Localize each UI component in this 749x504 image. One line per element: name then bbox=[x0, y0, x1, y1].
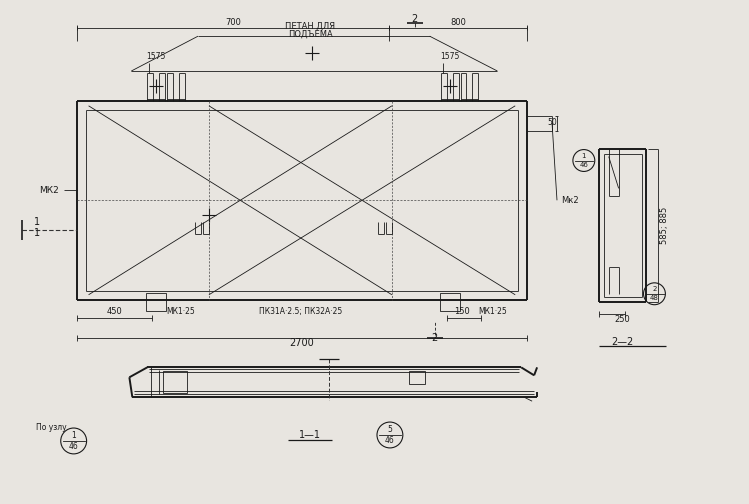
Text: Мк2: Мк2 bbox=[561, 196, 578, 205]
Bar bbox=[163, 371, 187, 393]
Text: 1: 1 bbox=[71, 431, 76, 440]
Text: 1: 1 bbox=[34, 228, 40, 238]
Text: ПК31А·2.5; ПК32А·25: ПК31А·2.5; ПК32А·25 bbox=[259, 307, 342, 316]
Text: 1575: 1575 bbox=[440, 51, 459, 60]
Text: 48: 48 bbox=[650, 295, 659, 301]
Text: По узлу: По узлу bbox=[37, 422, 67, 431]
Text: 450: 450 bbox=[106, 307, 122, 316]
Bar bbox=[146, 293, 166, 310]
Text: 700: 700 bbox=[225, 18, 240, 27]
Text: 50: 50 bbox=[547, 118, 557, 127]
Text: 1575: 1575 bbox=[147, 51, 166, 60]
Text: МК1·25: МК1·25 bbox=[167, 307, 195, 316]
Text: 5: 5 bbox=[387, 425, 392, 434]
Text: 46: 46 bbox=[385, 436, 395, 445]
Text: 1: 1 bbox=[581, 153, 586, 159]
Text: 1: 1 bbox=[34, 217, 40, 227]
Text: МК1·25: МК1·25 bbox=[478, 307, 507, 316]
Bar bbox=[409, 371, 425, 384]
Text: 250: 250 bbox=[615, 315, 631, 324]
Bar bbox=[440, 293, 460, 310]
Text: 2: 2 bbox=[412, 14, 418, 24]
Text: 150: 150 bbox=[454, 307, 470, 316]
Text: 2700: 2700 bbox=[290, 339, 315, 348]
Text: 2—2: 2—2 bbox=[611, 337, 634, 347]
Text: ПЕТАН ДЛЯ: ПЕТАН ДЛЯ bbox=[285, 22, 336, 31]
Text: 2: 2 bbox=[431, 333, 438, 343]
Text: МК2: МК2 bbox=[39, 186, 58, 195]
Text: 585; 885: 585; 885 bbox=[660, 207, 669, 244]
Text: 2: 2 bbox=[652, 286, 657, 292]
Text: 1—1: 1—1 bbox=[300, 430, 321, 440]
Text: ПОДЪЕМА: ПОДЪЕМА bbox=[288, 30, 333, 39]
Text: 46: 46 bbox=[69, 442, 79, 451]
Text: 46: 46 bbox=[580, 162, 588, 168]
Text: 800: 800 bbox=[450, 18, 466, 27]
